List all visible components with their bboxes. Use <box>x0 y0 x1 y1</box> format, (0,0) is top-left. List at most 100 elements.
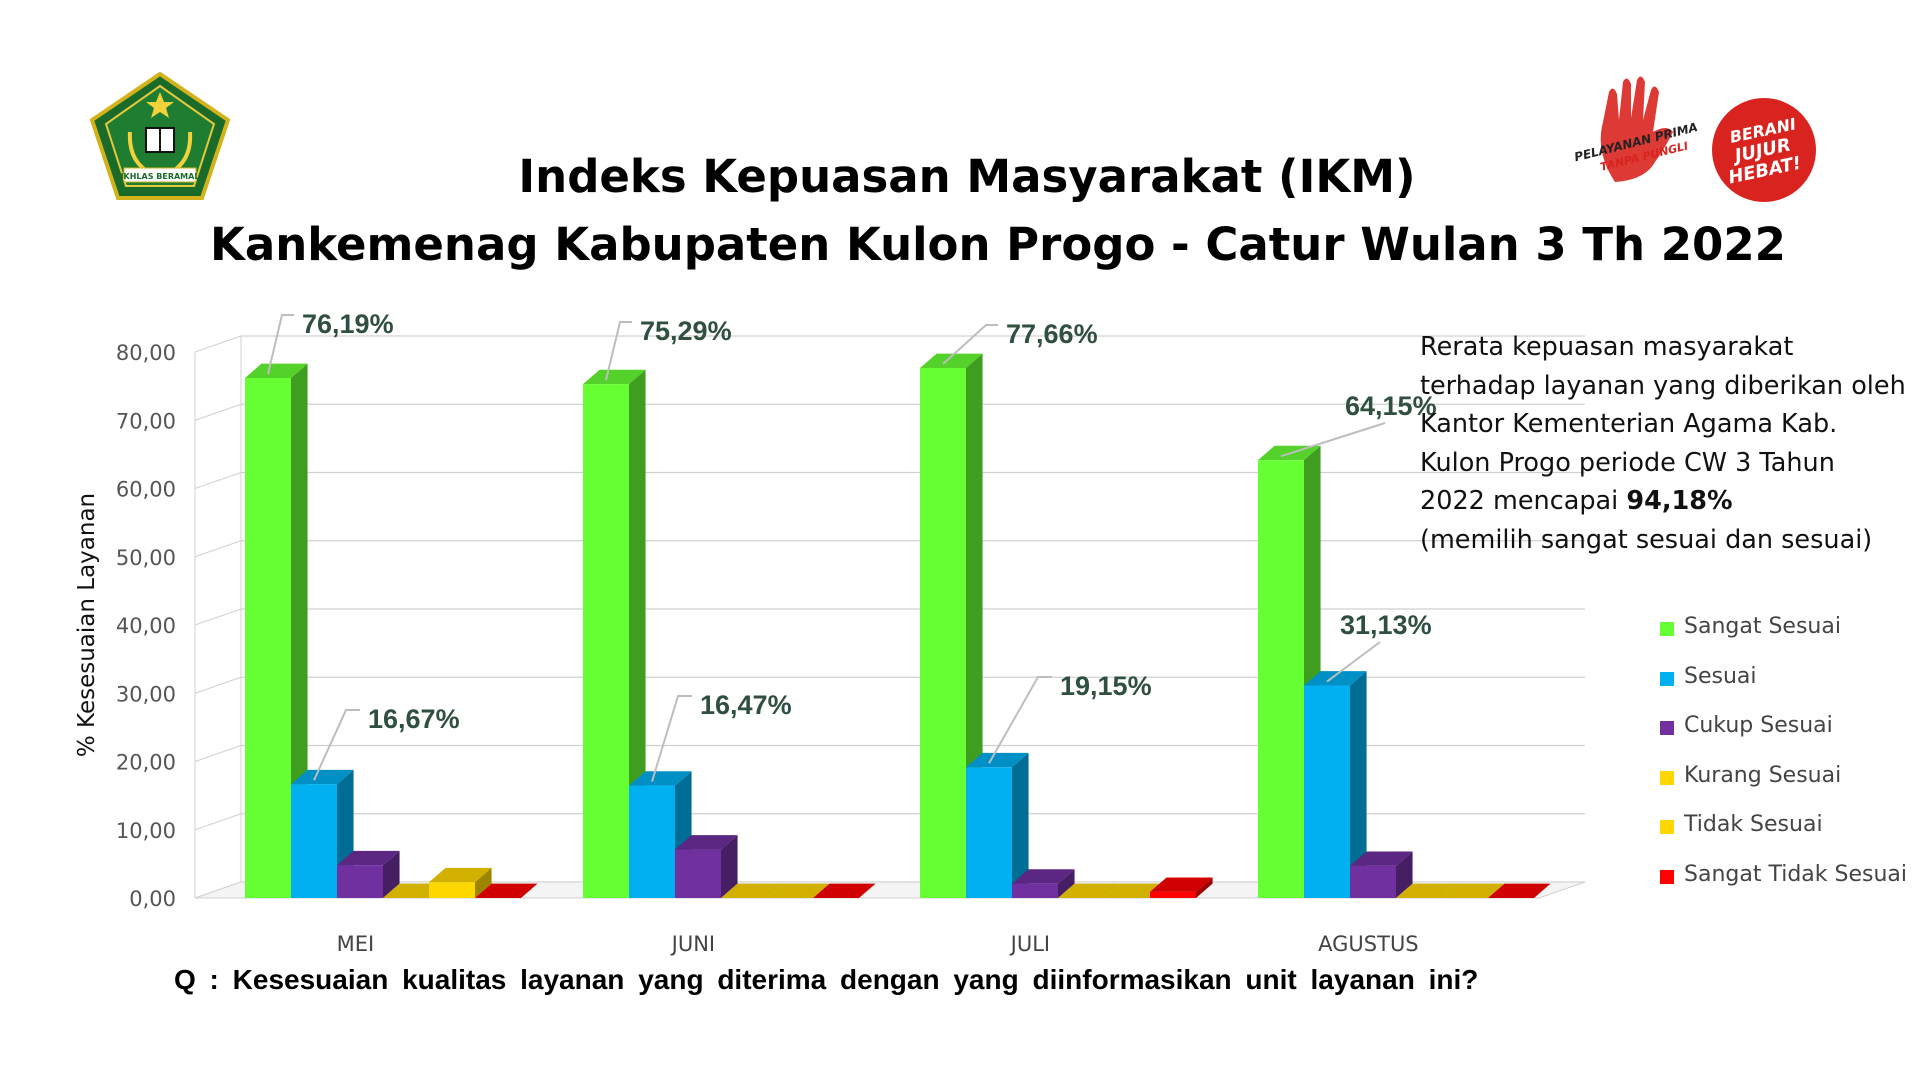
x-axis-question: Q : Kesesuaian kualitas layanan yang dit… <box>174 964 1479 995</box>
bar-top <box>429 867 492 883</box>
bar-top <box>245 363 308 379</box>
chart-subtitle: Kankemenag Kabupaten Kulon Progo - Catur… <box>210 218 1786 271</box>
legend-swatch <box>1660 820 1674 835</box>
legend-label: Sesuai <box>1684 663 1757 689</box>
data-label-leader <box>313 709 360 781</box>
bar-top <box>291 769 354 785</box>
legend-swatch <box>1660 770 1674 785</box>
bar <box>966 767 1012 898</box>
summary-percent: 94,18% <box>1626 486 1733 517</box>
y-tick-label: 80,00 <box>116 341 176 365</box>
y-tick-label: 30,00 <box>116 682 176 706</box>
data-label: 64,15% <box>1345 391 1437 421</box>
gridline-depth <box>194 608 242 626</box>
bar <box>920 367 966 899</box>
bar-top <box>675 835 738 850</box>
summary-line-1: Rerata kepuasan masyarakat <box>1420 332 1794 362</box>
y-tick-label: 70,00 <box>116 409 176 433</box>
data-label-leader <box>1280 422 1386 458</box>
bar-top <box>966 752 1029 768</box>
legend-swatch <box>1660 870 1674 884</box>
summary-line-3: Kantor Kementerian Agama Kab. <box>1420 409 1838 440</box>
bar <box>291 784 337 898</box>
bar-top <box>920 353 983 368</box>
data-label: 19,15% <box>1060 671 1152 701</box>
logo-banner-text: IKHLAS BERAMAL <box>121 172 200 181</box>
data-label: 31,13% <box>1340 610 1432 640</box>
summary-line-2: terhadap layanan yang diberikan oleh <box>1420 370 1906 401</box>
y-tick-label: 20,00 <box>116 751 176 775</box>
data-label: 16,67% <box>368 704 460 734</box>
bar <box>629 785 675 898</box>
bar-side <box>1396 851 1413 898</box>
gridline-depth <box>194 676 242 694</box>
bar-top <box>1150 877 1213 892</box>
data-label: 76,19% <box>302 309 394 339</box>
data-label-leader <box>267 314 294 375</box>
x-tick-label: JUNI <box>670 932 715 956</box>
bar <box>337 865 383 898</box>
bar-top <box>813 883 876 898</box>
summary-line-5: 2022 mencapai 94,18% <box>1420 482 1920 521</box>
bar-top <box>629 771 692 786</box>
x-tick-label: AGUSTUS <box>1318 932 1419 956</box>
x-tick-label: MEI <box>337 932 375 956</box>
bar-top <box>767 883 830 898</box>
gridline-depth <box>194 813 242 831</box>
bar <box>429 882 475 898</box>
legend-label: Cukup Sesuai <box>1684 713 1833 739</box>
bar <box>1304 685 1350 898</box>
legend-label: Kurang Sesuai <box>1684 762 1842 788</box>
bar-top <box>1058 883 1121 898</box>
bar <box>1012 883 1058 898</box>
bar-top <box>1442 883 1505 898</box>
bar-top <box>1304 671 1367 686</box>
bar <box>583 384 629 898</box>
legend-label: Tidak Sesuai <box>1684 812 1823 838</box>
bar-top <box>1012 869 1075 884</box>
data-label-leader <box>942 324 998 365</box>
bar-top <box>337 850 400 866</box>
data-label: 77,66% <box>1006 319 1098 349</box>
bar-side <box>721 835 738 898</box>
bar <box>1258 460 1304 898</box>
legend-swatch <box>1660 721 1674 736</box>
gridline-depth <box>194 403 242 421</box>
y-tick-label: 10,00 <box>116 819 176 843</box>
gridline-depth <box>194 540 242 558</box>
y-tick-label: 60,00 <box>116 478 176 502</box>
bar-top <box>721 883 784 898</box>
data-label-leader <box>651 695 692 782</box>
bar-top <box>1488 883 1551 898</box>
x-tick-label: JULI <box>1009 932 1050 956</box>
bar-side <box>383 850 400 898</box>
data-label-leader <box>1326 641 1381 683</box>
y-tick-label: 50,00 <box>116 546 176 570</box>
legend-swatch <box>1660 671 1674 686</box>
bar-top <box>1350 851 1413 866</box>
legend-label: Sangat Sesuai <box>1684 614 1841 639</box>
y-tick-label: 0,00 <box>129 887 176 911</box>
data-label-leader <box>605 321 632 381</box>
summary-line-4: Kulon Progo periode CW 3 Tahun <box>1420 447 1835 478</box>
y-axis-label: % Kesesuaian Layanan <box>74 493 100 757</box>
berani-jujur-hebat-logo: BERANI JUJUR HEBAT! <box>1710 96 1818 209</box>
bar-side <box>1058 869 1075 898</box>
legend-swatch <box>1660 622 1674 636</box>
summary-line-5-prefix: 2022 mencapai <box>1420 486 1627 517</box>
kemenag-logo: IKHLAS BERAMAL <box>89 71 231 205</box>
data-label-leader <box>988 676 1052 764</box>
summary-note: Rerata kepuasan masyarakat terhadap laya… <box>1420 328 1920 560</box>
bar-side <box>1350 671 1367 898</box>
pelayanan-prima-logo: PELAYANAN PRIMA TANPA PUNGLI <box>1573 72 1705 197</box>
gridline-depth <box>194 335 242 353</box>
bar-top <box>583 369 646 385</box>
chart-title: Indeks Kepuasan Masyarakat (IKM) <box>518 150 1416 203</box>
bar-side <box>1196 877 1213 898</box>
data-label: 16,47% <box>700 690 792 720</box>
bar <box>1150 891 1196 898</box>
gridline-depth <box>194 745 242 762</box>
bar-side <box>291 363 308 898</box>
bar-side <box>1012 752 1029 898</box>
